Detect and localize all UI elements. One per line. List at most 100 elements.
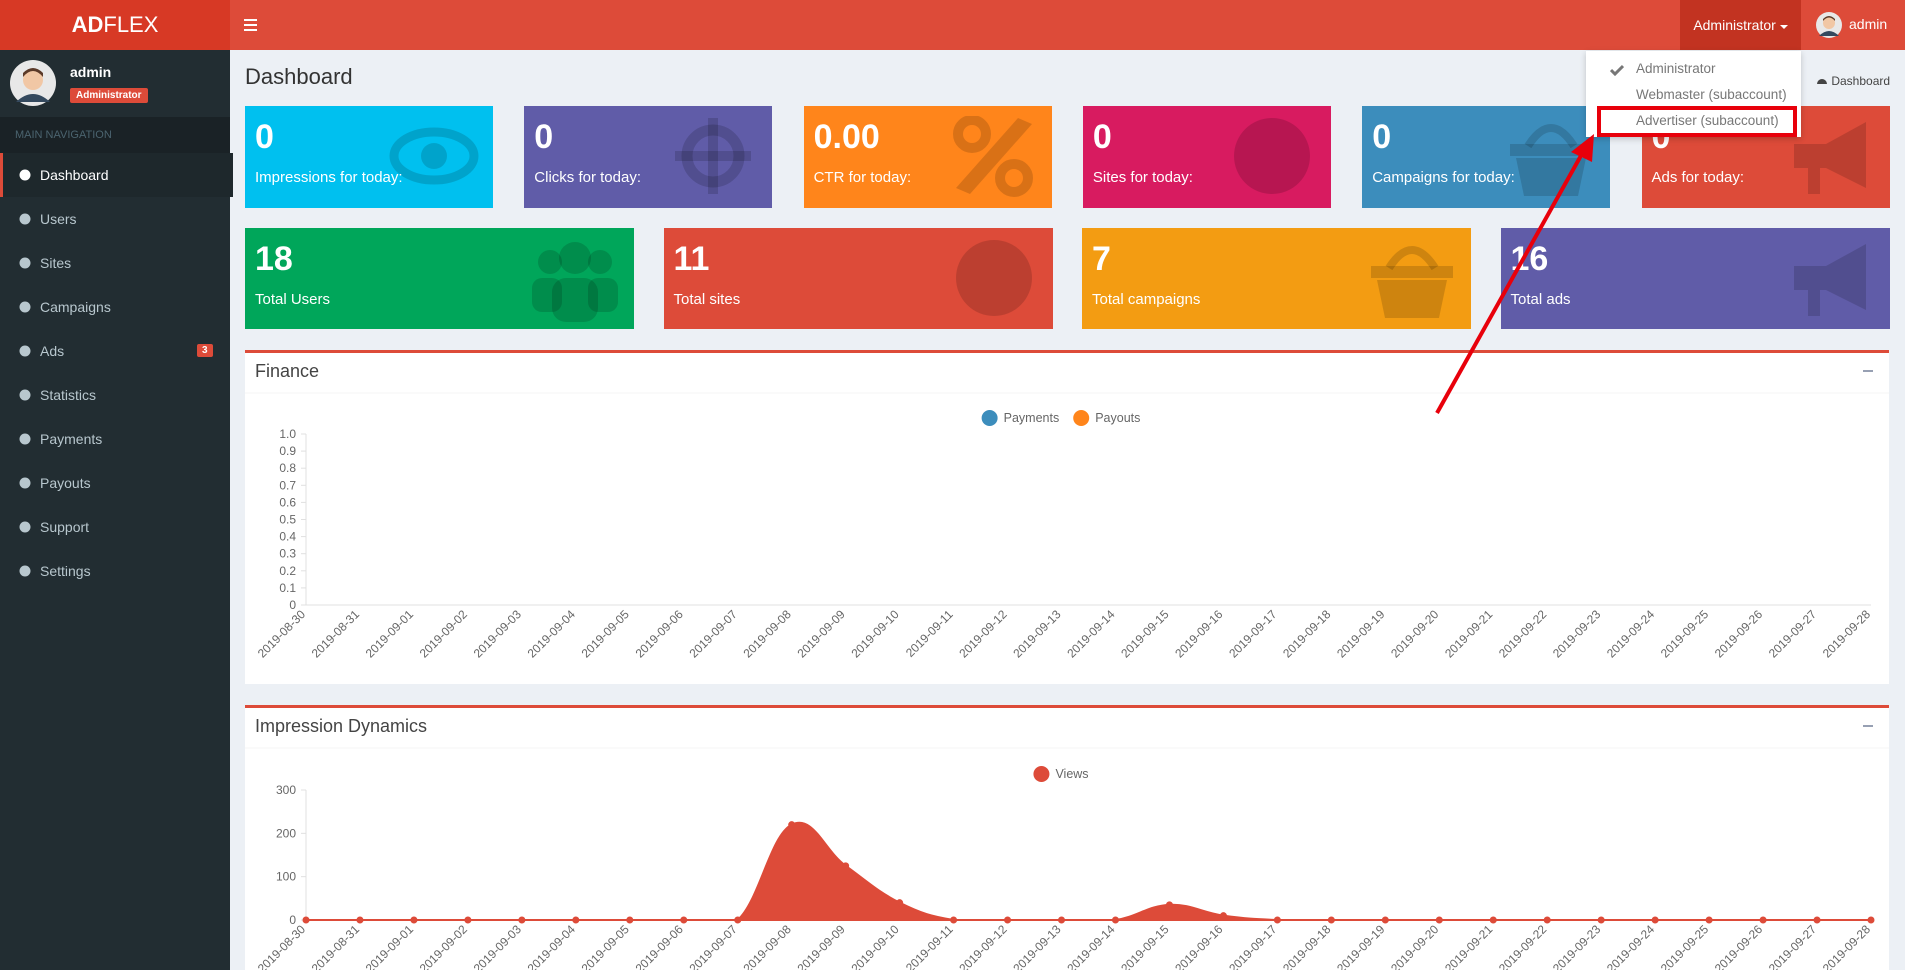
point bbox=[410, 916, 418, 924]
info-box-label: Sites for today: bbox=[1092, 169, 1193, 186]
y-tick-label: 0.1 bbox=[279, 581, 296, 595]
nav-label: Ads bbox=[40, 343, 65, 359]
info-box-icon bbox=[532, 242, 618, 322]
nav-icon bbox=[19, 169, 31, 181]
nav-label: Dashboard bbox=[40, 167, 109, 183]
nav-icon-shape bbox=[19, 389, 31, 401]
point bbox=[518, 916, 526, 924]
breadcrumb-icon bbox=[1817, 79, 1827, 84]
nav-item[interactable]: Support bbox=[0, 505, 230, 549]
top-user[interactable]: admin bbox=[1849, 16, 1888, 32]
nav-item[interactable]: Ads 3 bbox=[0, 329, 230, 373]
logo[interactable]: ADFLEX bbox=[0, 0, 230, 50]
legend-label: Payouts bbox=[1095, 411, 1140, 425]
nav-badge: 3 bbox=[197, 344, 213, 357]
point bbox=[1327, 916, 1335, 924]
info-box-value: 18 bbox=[255, 240, 293, 278]
chart-box-border bbox=[245, 350, 1889, 353]
nav-label: Payments bbox=[40, 431, 103, 447]
caret bbox=[1779, 25, 1788, 29]
info-box[interactable]: 11 Total sites bbox=[663, 228, 1053, 329]
legend: Views bbox=[1033, 766, 1089, 782]
info-box[interactable]: 0 Sites for today: bbox=[1082, 106, 1331, 208]
info-box[interactable]: 0.00 CTR for today: bbox=[803, 106, 1052, 208]
nav-label: Users bbox=[40, 211, 77, 227]
info-box[interactable]: 7 Total campaigns bbox=[1082, 228, 1471, 329]
sidebar-user-name: admin bbox=[70, 64, 112, 80]
info-box-icon bbox=[389, 127, 479, 185]
info-box[interactable]: 0 Clicks for today: bbox=[524, 106, 773, 208]
menu-toggle[interactable] bbox=[243, 17, 259, 33]
nav-icon-shape bbox=[19, 213, 31, 225]
legend-swatch bbox=[1073, 410, 1090, 426]
nav-item[interactable]: Payments bbox=[0, 417, 230, 461]
point bbox=[1165, 901, 1173, 909]
info-box-label: CTR for today: bbox=[813, 169, 912, 186]
y-tick-label: 0.6 bbox=[279, 495, 296, 509]
info-box-label: Total campaigns bbox=[1092, 291, 1201, 308]
info-box-icon bbox=[955, 240, 1032, 316]
collapse-button bbox=[1863, 725, 1873, 727]
legend: Payments Payouts bbox=[981, 410, 1140, 426]
sidebar bbox=[0, 50, 230, 970]
role-menu[interactable]: Administrator bbox=[1680, 0, 1801, 50]
chart-box-title: Impression Dynamics bbox=[255, 716, 427, 736]
info-box[interactable]: 18 Total Users bbox=[245, 228, 634, 329]
y-tick-label: 0 bbox=[289, 913, 296, 927]
point bbox=[572, 916, 580, 924]
dropdown-item[interactable]: Administrator bbox=[1636, 61, 1716, 76]
top-bar bbox=[0, 0, 1905, 50]
point bbox=[1705, 916, 1713, 924]
point bbox=[1004, 916, 1012, 924]
nav-icon bbox=[19, 345, 31, 357]
y-tick-label: 100 bbox=[276, 870, 296, 884]
point bbox=[680, 916, 688, 924]
info-box-icon bbox=[952, 116, 1033, 197]
y-tick-label: 0 bbox=[289, 598, 296, 612]
y-tick-label: 0.4 bbox=[279, 530, 296, 544]
nav-item[interactable]: Campaigns bbox=[0, 285, 230, 329]
nav-item[interactable]: Statistics bbox=[0, 373, 230, 417]
point bbox=[1219, 912, 1227, 920]
info-box-label: Total Users bbox=[255, 291, 331, 308]
sidebar-user-role: Administrator bbox=[70, 88, 148, 103]
nav-item[interactable]: Dashboard bbox=[0, 153, 233, 197]
dropdown-item[interactable]: Webmaster (subaccount) bbox=[1636, 87, 1787, 102]
nav-item[interactable]: Payouts bbox=[0, 461, 230, 505]
nav-icon bbox=[19, 477, 31, 489]
point bbox=[1435, 916, 1443, 924]
sidebar-avatar bbox=[10, 60, 56, 106]
nav-icon-shape bbox=[19, 169, 31, 181]
point bbox=[1759, 916, 1767, 924]
nav-label: Sites bbox=[40, 255, 72, 271]
point bbox=[302, 916, 310, 924]
nav-item[interactable]: Sites bbox=[0, 241, 230, 285]
top-avatar[interactable] bbox=[1816, 12, 1842, 38]
info-box-icon bbox=[675, 118, 752, 194]
breadcrumb[interactable]: Dashboard bbox=[1816, 74, 1890, 88]
nav-icon-shape bbox=[19, 477, 31, 489]
point bbox=[788, 821, 796, 829]
info-box-icon bbox=[1793, 244, 1866, 316]
role-menu-label: Administrator bbox=[1693, 17, 1776, 33]
point bbox=[734, 916, 742, 924]
nav-item[interactable]: Settings bbox=[0, 549, 230, 593]
nav-icon-shape bbox=[19, 301, 31, 313]
info-box-label: Ads for today: bbox=[1651, 169, 1745, 186]
info-box-icon bbox=[1371, 246, 1453, 318]
info-box[interactable]: 0 Impressions for today: bbox=[245, 106, 493, 208]
dropdown-item[interactable]: Advertiser (subaccount) bbox=[1636, 113, 1779, 128]
info-box-value: 0 bbox=[534, 118, 554, 156]
info-box-label: Impressions for today: bbox=[255, 169, 403, 186]
y-tick-label: 0.5 bbox=[279, 513, 296, 527]
nav-item[interactable]: Users bbox=[0, 197, 230, 241]
point bbox=[1111, 916, 1119, 924]
point bbox=[842, 862, 850, 870]
nav-icon bbox=[19, 433, 31, 445]
logo-light: FLEX bbox=[103, 12, 159, 37]
check-icon bbox=[1610, 64, 1624, 76]
info-box-value: 0 bbox=[1372, 118, 1392, 156]
nav-icon-shape bbox=[19, 433, 31, 445]
